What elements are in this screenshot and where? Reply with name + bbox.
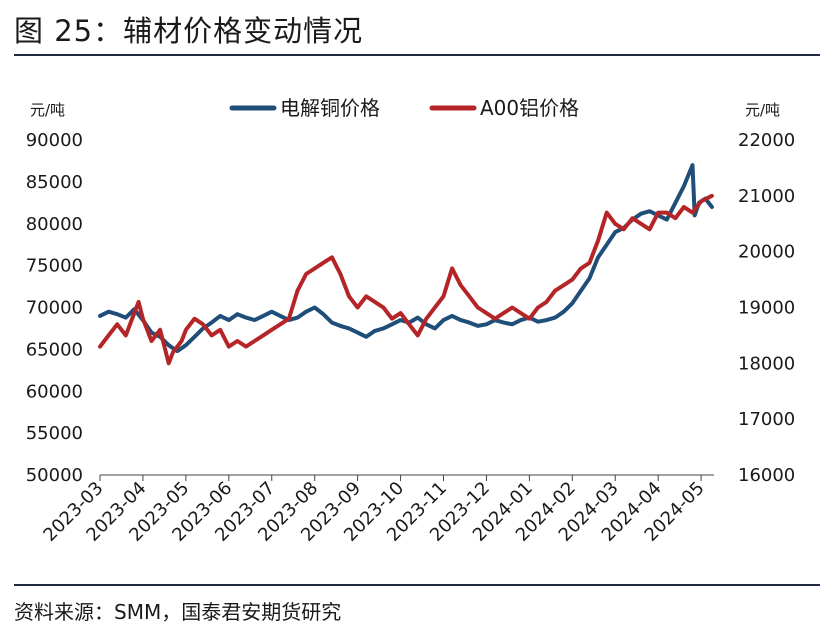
- left-tick-label: 80000: [26, 214, 83, 235]
- left-tick-label: 70000: [26, 298, 83, 319]
- series-layer: [98, 163, 714, 366]
- right-tick-label: 19000: [738, 298, 795, 319]
- left-tick-label: 65000: [26, 339, 83, 360]
- right-axis-unit: 元/吨: [745, 101, 780, 119]
- left-tick-label: 85000: [26, 172, 83, 193]
- right-tick-label: 21000: [738, 186, 795, 207]
- figure-title: 图 25：辅材价格变动情况: [14, 14, 364, 48]
- left-tick-label: 60000: [26, 381, 83, 402]
- legend-label-copper: 电解铜价格: [280, 96, 380, 120]
- source-divider: [14, 584, 820, 586]
- right-tick-label: 20000: [738, 242, 795, 263]
- right-tick-label: 17000: [738, 409, 795, 430]
- source-note: 资料来源：SMM，国泰君安期货研究: [14, 600, 342, 624]
- chart-legend: 电解铜价格 A00铝价格: [229, 96, 579, 120]
- price-line-chart: 元/吨 50000 55000 60000 65000 70000 75000 80000 85…: [26, 96, 796, 546]
- left-axis-unit: 元/吨: [30, 101, 65, 119]
- left-tick-label: 55000: [26, 423, 83, 444]
- left-tick-label: 90000: [26, 130, 83, 151]
- series-line-aluminium: [98, 193, 714, 366]
- left-tick-label: 50000: [26, 465, 83, 486]
- title-underline: [14, 54, 820, 56]
- right-tick-label: 22000: [738, 130, 795, 151]
- left-tick-label: 75000: [26, 256, 83, 277]
- right-tick-label: 16000: [738, 465, 795, 486]
- legend-label-aluminium: A00铝价格: [480, 96, 579, 120]
- right-tick-label: 18000: [738, 353, 795, 374]
